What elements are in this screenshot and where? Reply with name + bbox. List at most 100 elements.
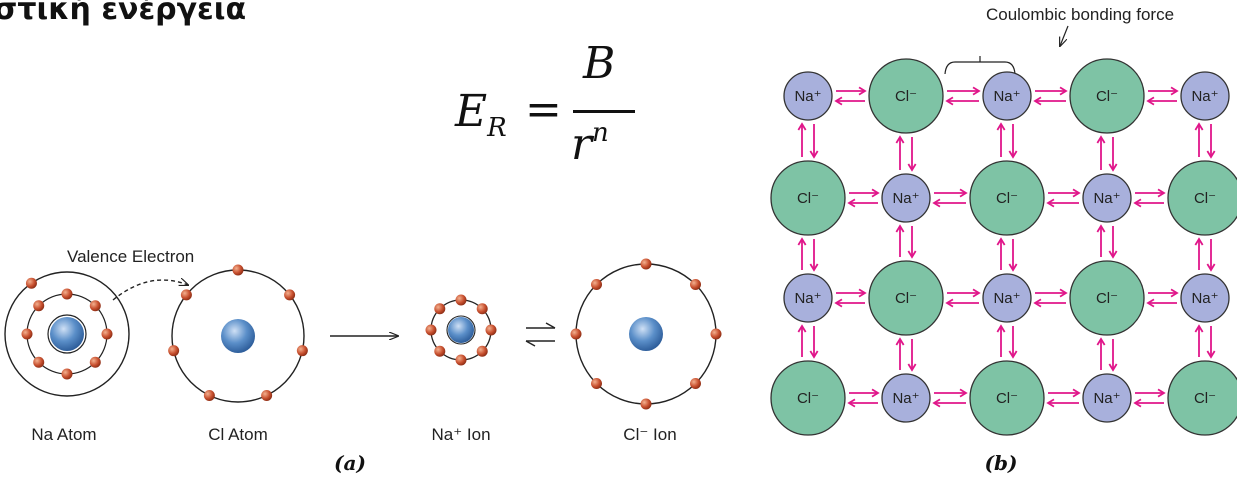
electron [689,377,701,389]
caption-b: (b) [985,451,1018,475]
electron [101,328,113,340]
na-ion-circle [881,373,931,423]
formula-equals: = [525,84,562,135]
electron [33,300,45,312]
cl-nucleus [221,319,255,353]
panel-b: Coulombic bonding force Na⁺ Cl⁻ Na⁺ Cl⁻ Na⁺ C… [770,5,1237,475]
attraction-arrowhead [907,363,917,372]
na-ion-circle [1180,273,1230,323]
panel-a: Valence Electron Na Atom Cl Atom Na⁺ Ion… [4,247,722,475]
na-ion-symbol: Na⁺ [993,88,1020,105]
attraction-arrowhead [1170,86,1179,96]
electrons [21,258,722,410]
attraction-arrowhead [847,198,856,208]
cl-ion-symbol: Cl⁻ [1096,88,1118,105]
electron [61,288,73,300]
force-bracket [944,56,1016,75]
attraction-arrowhead [996,122,1006,131]
attraction-arrowhead [1157,188,1166,198]
attraction-arrowhead [972,288,981,298]
electron [689,279,701,291]
cl-ion-symbol: Cl⁻ [1096,290,1118,307]
attraction-arrowhead [1133,198,1142,208]
cl-ion-symbol: Cl⁻ [895,290,917,307]
cl-ion-symbol: Cl⁻ [797,190,819,207]
electron [485,324,497,336]
attraction-arrowhead [895,224,905,233]
valence-transfer-arrow [112,280,188,301]
electron [33,356,45,368]
formula-numerator: B [583,38,616,89]
electron [434,303,446,315]
attraction-arrowhead [834,298,843,308]
cl-ion-circle [770,160,846,236]
electron [21,328,33,340]
attraction-arrowhead [1146,298,1155,308]
attraction-arrowhead [1096,135,1106,144]
equilibrium-arrows [525,322,556,347]
electron [296,345,308,357]
electron [455,294,467,306]
coulombic-force-label: Coulombic bonding force [986,5,1174,24]
electron [203,389,215,401]
attraction-arrowhead [932,198,941,208]
na-ion-symbol: Na⁺ [1093,190,1120,207]
electron [476,303,488,315]
cl-atom [171,269,305,403]
attraction-arrowhead [996,324,1006,333]
electron [434,345,446,357]
cl-ion-circle [969,160,1045,236]
fraction-bar [573,110,635,113]
na-nucleus [50,317,84,351]
cl-ion-circle [1069,58,1145,134]
attraction-arrowhead [871,388,880,398]
na-ion-label: Na⁺ Ion [431,425,490,444]
electron [476,345,488,357]
attraction-arrowhead [809,150,819,159]
attraction-arrowhead [834,96,843,106]
attraction-arrowhead [907,163,917,172]
electron [25,277,37,289]
attraction-arrowhead [932,398,941,408]
attraction-arrowhead [1008,150,1018,159]
electron [425,324,437,336]
attraction-arrowhead [1008,350,1018,359]
attraction-arrowhead [797,324,807,333]
attraction-arrowhead [1046,198,1055,208]
electron [455,354,467,366]
cl-ion-circle [868,58,944,134]
attraction-arrowhead [1096,224,1106,233]
na-ion-circle [783,273,833,323]
electron [570,328,582,340]
attraction-arrowhead [858,86,867,96]
na-ion-symbol: Na⁺ [1191,290,1218,307]
attraction-arrowhead [972,86,981,96]
caption-a: (a) [334,451,366,475]
attraction-arrowhead [1194,237,1204,246]
cl-ion-circle [868,260,944,336]
electron [591,377,603,389]
na-ion-symbol: Na⁺ [794,290,821,307]
attraction-arrowhead [895,337,905,346]
na-ion-circle [1082,173,1132,223]
attraction-arrowhead [1108,163,1118,172]
cl-ion-symbol: Cl⁻ [996,190,1018,207]
attraction-arrowhead [858,288,867,298]
na-ion-circle [1180,71,1230,121]
attraction-arrowhead [1206,263,1216,272]
attraction-arrowhead [1059,288,1068,298]
electron [232,264,244,276]
na-atom-label: Na Atom [31,425,96,444]
na-ion-circle [982,71,1032,121]
cl-ion-symbol: Cl⁻ [895,88,917,105]
attraction-arrowhead [1146,96,1155,106]
cl-ion-circle [1167,160,1237,236]
attraction-arrowhead [1046,398,1055,408]
attraction-arrowhead [1170,288,1179,298]
slide-heading: στική ενέργεια [0,0,247,27]
attraction-arrowhead [871,188,880,198]
electron [89,356,101,368]
attraction-arrowhead [797,122,807,131]
na-ion-circle [982,273,1032,323]
